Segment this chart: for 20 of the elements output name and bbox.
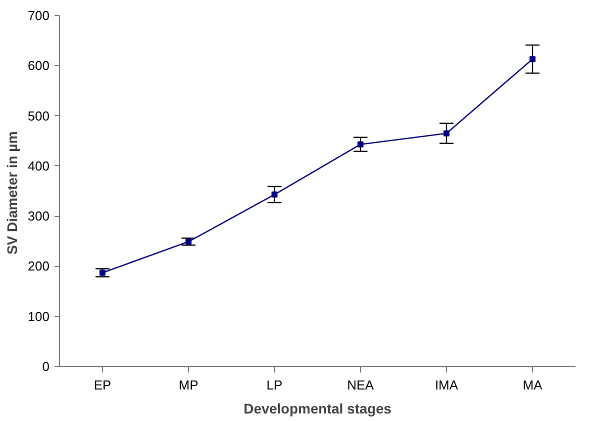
y-tick-label: 700 <box>28 8 50 23</box>
x-tick-label: IMA <box>434 378 458 392</box>
y-tick-label: 0 <box>42 359 50 374</box>
y-tick-label: 100 <box>28 308 50 324</box>
x-tick-label: EP <box>94 378 112 392</box>
x-tick-label: MP <box>178 378 198 392</box>
x-axis-title: Developmental stages <box>244 400 392 416</box>
y-tick-label: 500 <box>28 108 50 124</box>
y-tick-label: 400 <box>28 158 50 174</box>
point <box>530 56 536 62</box>
point <box>272 192 278 198</box>
x-tick-label: MA <box>522 378 543 392</box>
y-tick-label: 600 <box>28 58 50 74</box>
point <box>358 141 364 148</box>
x-tick-label: LP <box>266 378 282 392</box>
x-tick-label: NEA <box>347 378 374 392</box>
y-axis-title: SV Diameter in µm <box>4 131 20 255</box>
point <box>444 130 450 136</box>
y-tick-label: 200 <box>28 258 50 274</box>
y-tick-label: 300 <box>28 208 50 224</box>
